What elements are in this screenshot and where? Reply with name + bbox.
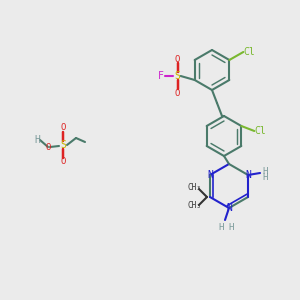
Text: S: S — [60, 140, 66, 150]
Text: O: O — [175, 88, 180, 98]
Text: N: N — [245, 170, 251, 180]
Text: O: O — [175, 55, 180, 64]
Text: CH₃: CH₃ — [187, 184, 201, 193]
Text: CH₃: CH₃ — [187, 202, 201, 211]
Text: H: H — [262, 173, 268, 182]
Text: H: H — [34, 135, 40, 145]
Text: Cl: Cl — [254, 126, 266, 136]
Text: O: O — [45, 142, 51, 152]
Text: N: N — [226, 203, 232, 213]
Text: S: S — [175, 71, 181, 81]
Text: Cl: Cl — [243, 47, 255, 57]
Text: O: O — [60, 124, 66, 133]
Text: H: H — [262, 167, 268, 176]
Text: N: N — [207, 170, 213, 180]
Text: H: H — [218, 224, 224, 232]
Text: F: F — [158, 71, 164, 81]
Text: H: H — [228, 224, 234, 232]
Text: O: O — [60, 158, 66, 166]
